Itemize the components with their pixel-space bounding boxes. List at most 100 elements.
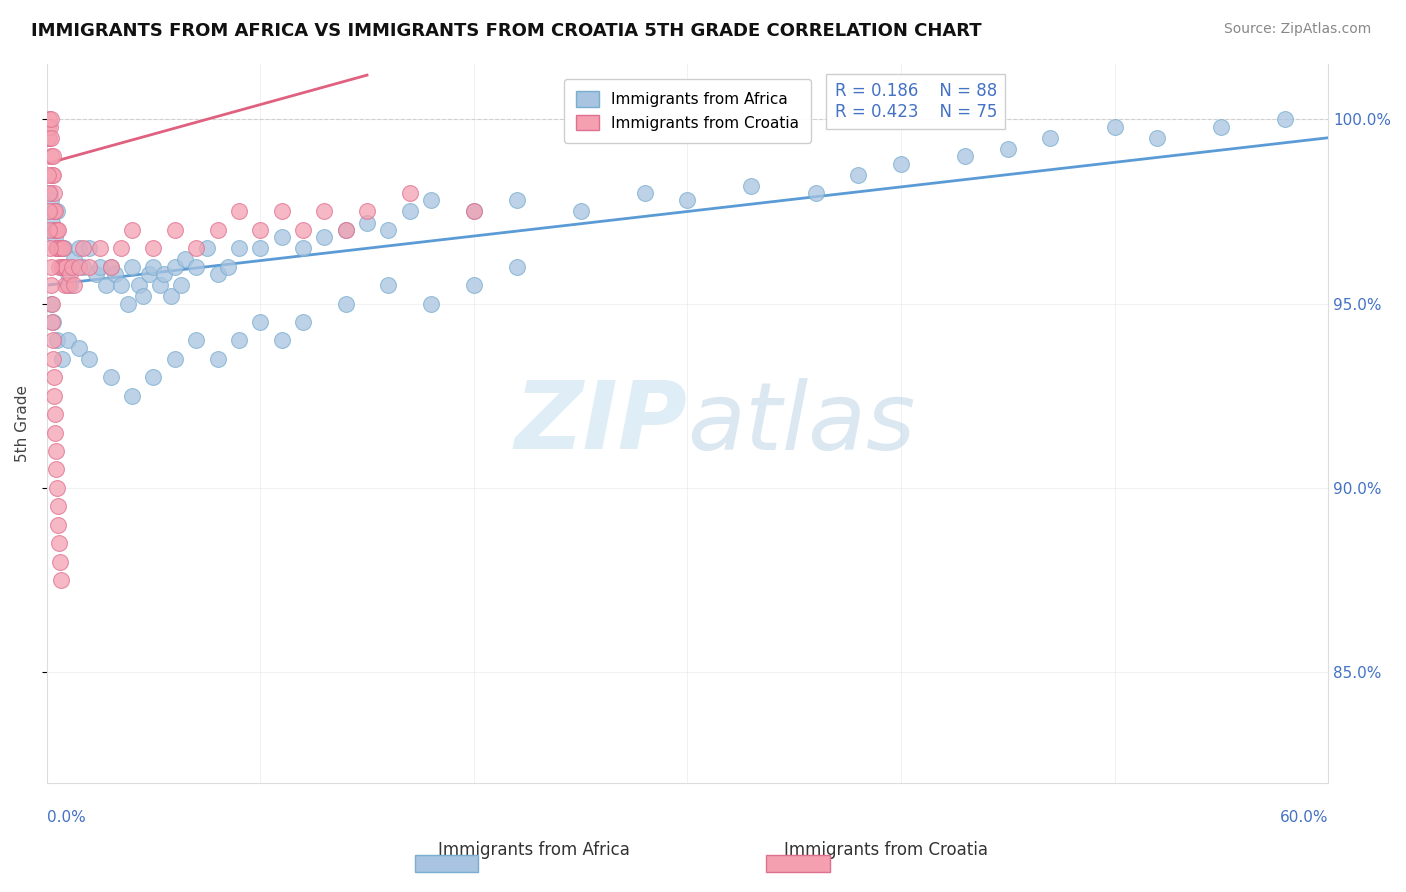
Point [44,223,66,237]
Point [100,370,122,384]
Point [60,260,83,274]
Point [45,462,67,476]
Point [41,296,63,310]
Point [63,278,86,293]
Point [228,334,250,348]
Point [228,241,250,255]
Point [42,351,65,366]
Point [270,334,292,348]
Point [67,241,90,255]
Point [41,149,63,163]
Point [138,267,160,281]
Point [132,289,155,303]
Y-axis label: 5th Grade: 5th Grade [15,384,30,462]
Point [846,168,869,182]
Point [186,241,208,255]
Point [314,204,336,219]
Point [46,334,69,348]
Point [39,296,62,310]
Point [377,223,399,237]
Point [39,260,62,274]
Point [42,334,65,348]
Point [52,241,75,255]
Point [890,156,912,170]
Point [740,178,762,193]
Point [96,278,118,293]
Point [51,260,73,274]
Point [44,389,66,403]
Point [63,252,86,267]
Point [48,555,70,569]
Point [569,204,592,219]
Point [159,289,181,303]
Point [48,260,70,274]
Point [41,168,63,182]
Point [142,241,165,255]
Point [207,267,229,281]
Text: Immigrants from Africa: Immigrants from Africa [439,840,630,858]
Point [41,215,63,229]
Point [67,260,90,274]
Point [398,186,420,200]
Point [121,223,143,237]
Point [249,241,271,255]
Point [463,204,485,219]
Point [51,351,73,366]
Point [38,186,60,200]
Point [45,223,67,237]
Point [42,168,65,182]
Point [1104,120,1126,134]
Point [270,204,292,219]
Point [51,260,73,274]
Point [377,278,399,293]
Point [117,296,139,310]
Point [44,407,66,421]
Point [195,241,218,255]
Point [39,194,62,208]
Point [170,278,193,293]
Point [249,223,271,237]
Point [128,278,150,293]
Point [38,204,60,219]
Point [142,260,165,274]
Point [37,130,59,145]
Point [37,120,59,134]
Point [41,315,63,329]
Text: Source: ZipAtlas.com: Source: ZipAtlas.com [1223,22,1371,37]
Point [463,204,485,219]
Point [110,278,132,293]
Point [291,241,314,255]
Text: 60.0%: 60.0% [1279,810,1329,825]
Point [59,267,82,281]
Point [42,186,65,200]
Point [45,444,67,458]
Point [42,315,65,329]
Point [153,267,176,281]
Point [104,267,127,281]
Point [44,425,66,440]
Point [186,334,208,348]
Point [38,204,60,219]
Point [1146,130,1168,145]
Point [46,481,69,495]
Point [44,230,66,244]
Point [634,186,657,200]
Point [59,278,82,293]
Point [207,223,229,237]
Point [142,370,165,384]
Point [56,278,79,293]
Point [291,315,314,329]
Text: atlas: atlas [688,378,915,469]
Point [46,204,69,219]
Text: Immigrants from Croatia: Immigrants from Croatia [783,840,988,858]
Text: 0.0%: 0.0% [46,810,86,825]
Point [44,204,66,219]
Point [1211,120,1233,134]
Point [41,149,63,163]
Point [100,260,122,274]
Point [39,278,62,293]
Point [52,260,75,274]
Point [505,260,527,274]
Point [56,267,79,281]
Point [207,351,229,366]
